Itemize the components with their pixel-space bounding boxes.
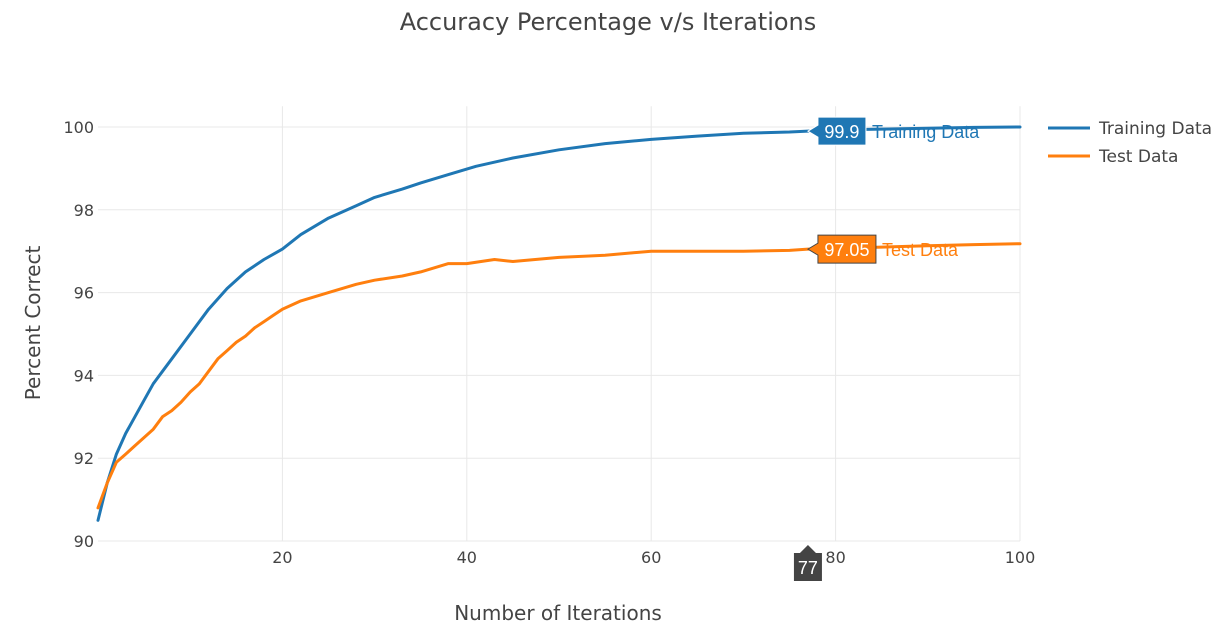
- series-line[interactable]: [96, 125, 1022, 522]
- hover-x-label-box: [793, 545, 822, 581]
- series-line[interactable]: [96, 242, 1022, 510]
- x-tick-label: 20: [272, 548, 292, 567]
- x-tick-label: 60: [641, 548, 661, 567]
- y-axis-title: Percent Correct: [21, 246, 45, 401]
- x-axis-title: Number of Iterations: [454, 601, 662, 625]
- legend-item[interactable]: Training Data: [1048, 119, 1212, 139]
- series-lines[interactable]: [96, 125, 1022, 522]
- y-axis-ticks: 90 92 94 96 98 100: [63, 118, 94, 551]
- y-tick-label: 90: [74, 532, 94, 551]
- hover-value-label: 97.05: [824, 240, 869, 260]
- x-tick-label: 40: [457, 548, 477, 567]
- x-axis-ticks: 20 40 60 80 100: [272, 548, 1035, 567]
- hover-tooltips: 99.9 Training Data 97.05 Test Data 77: [793, 116, 980, 581]
- y-tick-label: 92: [74, 449, 94, 468]
- chart-title: Accuracy Percentage v/s Iterations: [400, 8, 817, 36]
- y-tick-label: 96: [74, 284, 94, 303]
- legend-label: Training Data: [1098, 119, 1212, 139]
- legend-label: Test Data: [1098, 147, 1178, 167]
- grid: [98, 106, 1021, 542]
- legend[interactable]: Training Data Test Data: [1048, 119, 1212, 167]
- hover-x-label: 77: [798, 558, 818, 578]
- y-tick-label: 98: [74, 201, 94, 220]
- hover-series-name: Training Data: [872, 122, 980, 142]
- hover-label-box: [806, 116, 867, 146]
- hover-series-name: Test Data: [882, 240, 959, 260]
- y-tick-label: 100: [63, 118, 94, 137]
- legend-item[interactable]: Test Data: [1048, 147, 1178, 167]
- x-tick-label: 100: [1005, 548, 1036, 567]
- x-tick-label: 80: [825, 548, 845, 567]
- hover-label-box: [806, 234, 877, 264]
- hover-value-label: 99.9: [824, 122, 859, 142]
- y-tick-label: 94: [74, 366, 94, 385]
